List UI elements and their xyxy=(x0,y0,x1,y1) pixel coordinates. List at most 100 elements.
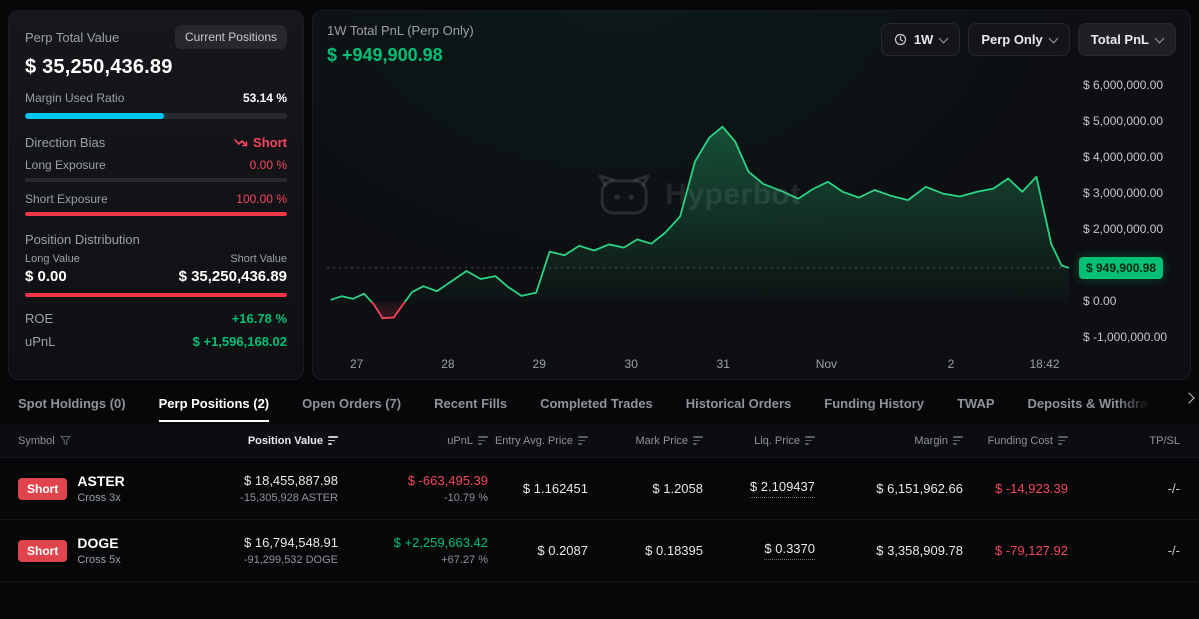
position-size: -91,299,532 DOGE xyxy=(243,554,338,566)
position-size: -15,305,928 ASTER xyxy=(240,492,338,504)
chevron-down-icon xyxy=(1048,33,1059,43)
col-entry-price[interactable]: Entry Avg. Price xyxy=(490,435,590,447)
x-axis-label: 2 xyxy=(947,357,955,371)
chevron-down-icon xyxy=(1154,33,1165,43)
long-exposure-value: 0.00 % xyxy=(249,158,287,172)
symbol-cell: Short DOGE Cross 5x xyxy=(0,535,218,566)
col-tpsl: TP/SL xyxy=(1149,434,1180,447)
short-exposure-bar-fill xyxy=(25,212,287,216)
current-value-badge: $ 949,900.98 xyxy=(1079,256,1164,279)
symbol-cell: Short ASTER Cross 3x xyxy=(0,473,218,504)
col-position-value[interactable]: Position Value xyxy=(218,435,340,447)
col-upnl[interactable]: uPnL xyxy=(340,435,490,447)
pnl-chart-panel: 1W Total PnL (Perp Only) $ +949,900.98 1… xyxy=(312,10,1191,380)
side-badge: Short xyxy=(18,539,68,562)
long-value: $ 0.00 xyxy=(25,268,67,285)
x-axis-label: Nov xyxy=(815,357,838,371)
current-positions-button[interactable]: Current Positions xyxy=(174,25,287,49)
timeframe-select[interactable]: 1W xyxy=(880,23,961,56)
tab-deposits-withdrawals[interactable]: Deposits & Withdrawals xyxy=(1028,384,1150,422)
leverage-mode: Cross 5x xyxy=(77,554,121,566)
sort-icon xyxy=(1058,436,1068,445)
col-margin[interactable]: Margin xyxy=(817,435,965,447)
y-axis-label: $ 0.00 xyxy=(1083,294,1117,308)
upnl-label: uPnL xyxy=(25,334,56,349)
col-mark-price[interactable]: Mark Price xyxy=(590,435,705,447)
y-axis-label: $ 6,000,000.00 xyxy=(1083,78,1164,92)
upnl-cell: $ -663,495.39 -10.79 % xyxy=(340,473,490,504)
sort-icon xyxy=(328,436,338,445)
table-row[interactable]: Short DOGE Cross 5x $ 16,794,548.91 -91,… xyxy=(0,520,1199,582)
liq-price-cell: $ 0.3370 xyxy=(705,541,817,560)
filter-funnel-icon xyxy=(60,435,71,446)
position-distribution-bar-fill xyxy=(25,293,287,297)
chart-x-axis: 27 28 29 30 31 Nov 2 18:42 xyxy=(327,357,1069,373)
col-symbol[interactable]: Symbol xyxy=(0,435,218,447)
short-value-label: Short Value xyxy=(230,253,287,265)
liq-price-cell: $ 2.109437 xyxy=(705,479,817,498)
top-section: Perp Total Value Current Positions $ 35,… xyxy=(8,10,1191,380)
entry-price-cell: $ 0.2087 xyxy=(537,543,588,558)
table-row[interactable]: Short ASTER Cross 3x $ 18,455,887.98 -15… xyxy=(0,458,1199,520)
y-axis-label: $ 2,000,000.00 xyxy=(1083,222,1164,236)
upnl-percent: -10.79 % xyxy=(443,492,488,504)
y-axis-label: $ 3,000,000.00 xyxy=(1083,186,1164,200)
margin-cell: $ 3,358,909.78 xyxy=(876,543,963,558)
y-axis-label: $ 4,000,000.00 xyxy=(1083,150,1164,164)
long-exposure-label: Long Exposure xyxy=(25,158,106,172)
tab-twap[interactable]: TWAP xyxy=(957,384,995,422)
funding-cost-cell: $ -79,127.92 xyxy=(994,543,1068,558)
long-value-label: Long Value xyxy=(25,253,80,265)
pnl-area-chart xyxy=(327,125,1069,320)
margin-used-ratio-value: 53.14 % xyxy=(242,91,287,105)
position-value-cell: $ 18,455,887.98 -15,305,928 ASTER xyxy=(218,473,340,504)
upnl-percent: +67.27 % xyxy=(441,554,488,566)
entry-price-cell: $ 1.162451 xyxy=(522,481,588,496)
tab-perp-positions[interactable]: Perp Positions (2) xyxy=(158,384,269,422)
chart-title: 1W Total PnL (Perp Only) xyxy=(327,23,474,38)
col-liq-price[interactable]: Liq. Price xyxy=(705,435,817,447)
mark-price-cell: $ 0.18395 xyxy=(645,543,703,558)
margin-used-ratio-label: Margin Used Ratio xyxy=(25,91,125,105)
symbol-name: DOGE xyxy=(77,535,119,551)
position-value-cell: $ 16,794,548.91 -91,299,532 DOGE xyxy=(218,535,340,566)
tab-historical-orders[interactable]: Historical Orders xyxy=(686,384,792,422)
x-axis-label: 31 xyxy=(716,357,730,371)
margin-cell: $ 6,151,962.66 xyxy=(876,481,963,496)
scope-select[interactable]: Perp Only xyxy=(968,23,1070,56)
tpsl-cell[interactable]: -/- xyxy=(1167,543,1180,558)
sort-icon xyxy=(805,436,815,445)
tab-open-orders[interactable]: Open Orders (7) xyxy=(302,384,401,422)
roe-label: ROE xyxy=(25,311,54,326)
margin-used-bar-fill xyxy=(25,113,165,119)
tab-spot-holdings[interactable]: Spot Holdings (0) xyxy=(18,384,126,422)
chart-y-axis: $ 949,900.98 $ 6,000,000.00 $ 5,000,000.0… xyxy=(1069,67,1176,367)
tab-completed-trades[interactable]: Completed Trades xyxy=(540,384,653,422)
long-exposure-bar xyxy=(25,178,287,182)
tpsl-cell[interactable]: -/- xyxy=(1167,481,1180,496)
x-axis-label: 30 xyxy=(624,357,638,371)
tabs-overflow-chevron-right-icon[interactable] xyxy=(1183,392,1195,404)
x-axis-label: 18:42 xyxy=(1029,357,1060,371)
side-badge: Short xyxy=(18,477,68,500)
symbol-name: ASTER xyxy=(77,473,125,489)
x-axis-label: 27 xyxy=(349,357,364,371)
short-value: $ 35,250,436.89 xyxy=(178,268,287,285)
x-axis-label: 28 xyxy=(441,357,455,371)
funding-cost-cell: $ -14,923.39 xyxy=(994,481,1068,496)
upnl-cell: $ +2,259,663.42 +67.27 % xyxy=(340,535,490,566)
col-funding-cost[interactable]: Funding Cost xyxy=(965,435,1070,447)
table-header-row: Symbol Position Value uPnL Entry Avg. Pr… xyxy=(0,424,1199,458)
position-distribution-bar xyxy=(25,293,287,297)
leverage-mode: Cross 3x xyxy=(77,492,121,504)
y-axis-label: $ 5,000,000.00 xyxy=(1083,114,1164,128)
sort-icon xyxy=(693,436,703,445)
tabs-bar: Spot Holdings (0) Perp Positions (2) Ope… xyxy=(0,380,1199,422)
perp-total-value-panel: Perp Total Value Current Positions $ 35,… xyxy=(8,10,304,380)
tab-funding-history[interactable]: Funding History xyxy=(824,384,924,422)
perp-total-value: $ 35,250,436.89 xyxy=(25,56,173,78)
metric-select[interactable]: Total PnL xyxy=(1077,23,1176,56)
chart-total-pnl-value: $ +949,900.98 xyxy=(327,45,443,65)
tab-recent-fills[interactable]: Recent Fills xyxy=(434,384,507,422)
